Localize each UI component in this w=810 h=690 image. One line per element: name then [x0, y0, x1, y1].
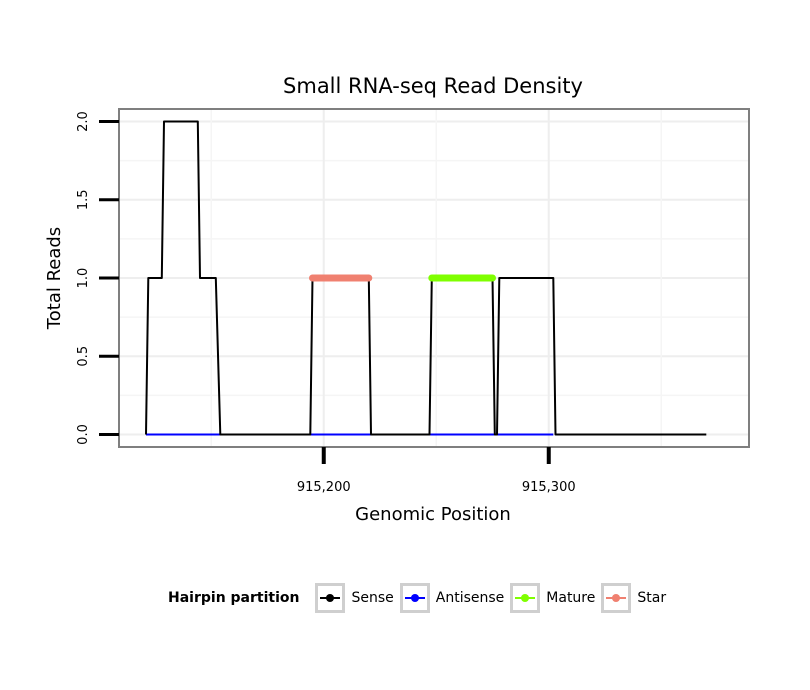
- y-axis-label: Total Reads: [44, 227, 65, 330]
- legend-label-sense: Sense: [351, 590, 394, 606]
- x-axis: 915,200 915,300: [297, 447, 576, 495]
- legend-item-sense: Sense: [315, 583, 394, 613]
- legend-label-antisense: Antisense: [435, 590, 505, 606]
- chart-title: Small RNA-seq Read Density: [283, 74, 583, 98]
- x-axis-label: Genomic Position: [355, 504, 511, 525]
- x-tick-label: 915,300: [522, 480, 576, 495]
- legend-label-mature: Mature: [546, 590, 596, 606]
- legend-key-antisense: [399, 583, 430, 613]
- y-tick-label: 2.0: [76, 111, 91, 132]
- data-series: [145, 120, 707, 436]
- legend-title: Hairpin partition: [168, 590, 300, 606]
- y-tick-label: 0.5: [76, 346, 91, 367]
- y-axis: 0.0 0.5 1.0 1.5 2.0: [76, 111, 119, 445]
- legend-item-antisense: Antisense: [399, 583, 505, 613]
- legend-item-star: Star: [601, 583, 666, 613]
- legend-label-star: Star: [637, 590, 667, 606]
- legend-key-mature: [510, 583, 541, 613]
- legend-item-mature: Mature: [510, 583, 595, 613]
- y-tick-label: 1.5: [76, 189, 91, 210]
- y-tick-label: 1.0: [76, 268, 91, 289]
- legend: Hairpin partition Sense Antisense Mature…: [168, 580, 672, 616]
- y-tick-label: 0.0: [76, 424, 91, 445]
- legend-key-star: [601, 583, 632, 613]
- legend-key-sense: [315, 583, 346, 613]
- x-tick-label: 915,200: [297, 480, 351, 495]
